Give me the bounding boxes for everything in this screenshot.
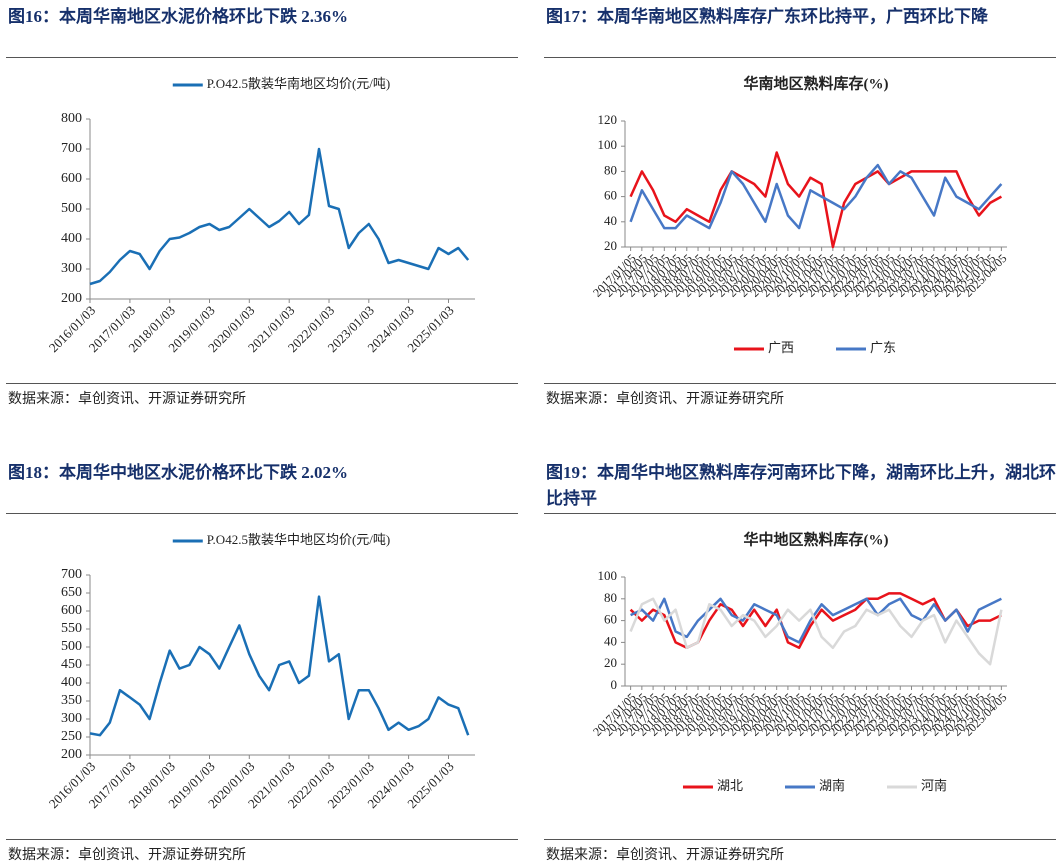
y-tick-label: 120 [598, 112, 618, 127]
y-tick-label: 200 [61, 747, 82, 762]
chart: 华南地区熟料库存(%)204060801001202017/01/052017/… [590, 74, 1009, 355]
series-line [629, 163, 1003, 230]
series-line [89, 147, 470, 286]
y-tick-label: 650 [61, 585, 82, 600]
y-tick-label: 500 [61, 201, 82, 216]
y-tick-label: 300 [61, 261, 82, 276]
series-line [629, 597, 1003, 666]
legend-label: 河南 [921, 778, 947, 793]
y-tick-label: 250 [61, 729, 82, 744]
source-note: 数据来源：卓创资讯、开源证券研究所 [546, 848, 784, 863]
chart-title: 华南地区熟料库存(%) [744, 74, 889, 92]
y-tick-label: 550 [61, 621, 82, 636]
caption-rule [544, 57, 1056, 58]
chart-title: 华中地区熟料库存(%) [744, 530, 889, 548]
series-line [629, 151, 1003, 249]
y-tick-label: 500 [61, 639, 82, 654]
source-note: 数据来源：卓创资讯、开源证券研究所 [546, 392, 784, 407]
figure-caption: 图17：本周华南地区熟料库存广东环比持平，广西环比下降 [546, 7, 988, 26]
caption-rule [6, 57, 518, 58]
y-tick-label: 40 [604, 213, 617, 228]
y-tick-label: 0 [611, 677, 618, 692]
y-tick-label: 400 [61, 231, 82, 246]
y-tick-label: 400 [61, 675, 82, 690]
figure-caption: 图19：本周华中地区熟料库存河南环比下降，湖南环比上升，湖北环比持平 [546, 463, 1056, 508]
y-tick-label: 600 [61, 171, 82, 186]
chart: 2003004005006007008002016/01/032017/01/0… [46, 76, 475, 355]
y-tick-label: 200 [61, 291, 82, 306]
y-tick-label: 700 [61, 141, 82, 156]
series-line [89, 595, 470, 737]
y-tick-label: 80 [604, 162, 617, 177]
y-tick-label: 450 [61, 657, 82, 672]
figure-caption: 图18：本周华中地区水泥价格环比下跌 2.02% [8, 463, 348, 482]
legend-label: 湖南 [819, 778, 845, 793]
legend-label: P.O42.5散装华南地区均价(元/吨) [207, 76, 390, 91]
y-tick-label: 60 [604, 188, 617, 203]
y-tick-label: 800 [61, 111, 82, 126]
y-tick-label: 350 [61, 693, 82, 708]
legend-label: 湖北 [717, 778, 743, 793]
y-tick-label: 600 [61, 603, 82, 618]
y-tick-label: 100 [598, 137, 618, 152]
series-line [630, 597, 1002, 644]
chart: 华中地区熟料库存(%)0204060801002017/01/052017/04… [590, 530, 1009, 793]
legend-label: 广西 [768, 340, 794, 355]
y-tick-label: 20 [604, 238, 617, 253]
source-rule [6, 383, 518, 384]
y-tick-label: 60 [604, 612, 617, 627]
source-rule [544, 839, 1056, 840]
y-tick-label: 20 [604, 655, 617, 670]
legend-label: P.O42.5散装华中地区均价(元/吨) [207, 532, 390, 547]
source-rule [6, 839, 518, 840]
chart: 2002503003504004505005506006507002016/01… [46, 532, 475, 811]
y-tick-label: 40 [604, 633, 617, 648]
y-tick-label: 300 [61, 711, 82, 726]
figure-caption: 图16：本周华南地区水泥价格环比下跌 2.36% [8, 7, 348, 26]
source-note: 数据来源：卓创资讯、开源证券研究所 [8, 392, 246, 407]
caption-rule [6, 513, 518, 514]
y-tick-label: 700 [61, 567, 82, 582]
caption-rule [544, 513, 1056, 514]
source-note: 数据来源：卓创资讯、开源证券研究所 [8, 848, 246, 863]
y-tick-label: 80 [604, 590, 617, 605]
legend-label: 广东 [870, 340, 896, 355]
y-tick-label: 100 [598, 568, 618, 583]
source-rule [544, 383, 1056, 384]
